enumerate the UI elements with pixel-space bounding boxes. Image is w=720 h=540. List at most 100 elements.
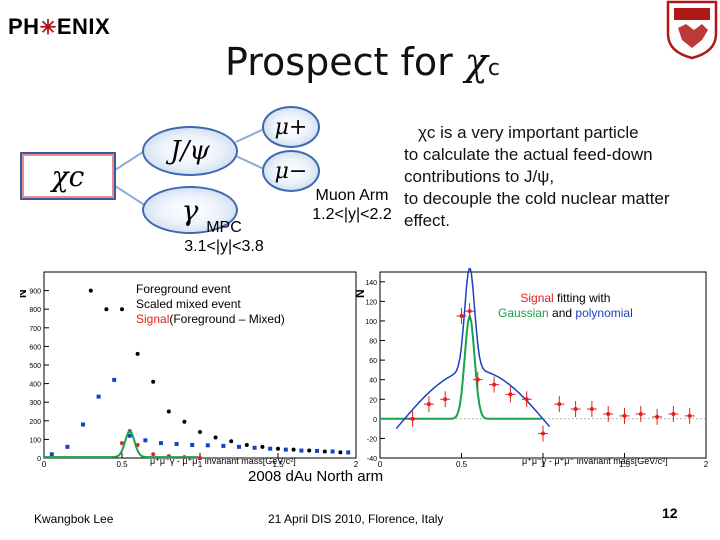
- rl-poly: polynomial: [575, 306, 633, 320]
- data-point: [127, 433, 132, 438]
- jpsi-label: J/ψ: [170, 136, 210, 166]
- y-tick-label: 900: [29, 289, 41, 296]
- data-point: [508, 392, 513, 397]
- desc-line-3: contributions to J/ψ,: [404, 167, 555, 186]
- x-tick-label: 0.5: [456, 460, 468, 468]
- x-tick-label: 1.5: [619, 460, 631, 468]
- data-point: [104, 307, 109, 312]
- y-tick-label: 60: [369, 358, 377, 365]
- data-point: [524, 397, 529, 402]
- x-tick-label: 0: [42, 460, 47, 468]
- description-text: χc is a very important particle to calcu…: [404, 122, 670, 232]
- mpc-note: MPC 3.1<|y|<3.8: [176, 218, 272, 256]
- left-plot: 0 100 200 300 400 500 600 700 800 900 0 0.5 1 1.5 2 N: [20, 271, 359, 468]
- page-number: 12: [662, 505, 678, 521]
- left-plot-legend: Foreground event Scaled mixed event Sign…: [136, 282, 285, 327]
- right-plot-xlabel: μ⁺μ⁻γ - μ⁺μ⁻ invariant mass[GeV/c²]: [522, 456, 668, 466]
- legend-mixed: Scaled mixed event: [136, 297, 241, 311]
- rl-fit: fitting with: [553, 291, 611, 305]
- footer-event: 21 April DIS 2010, Florence, Italy: [268, 512, 444, 526]
- y-tick-label: 100: [29, 437, 41, 444]
- x-tick-label: 2: [354, 460, 359, 468]
- data-point: [205, 443, 210, 448]
- title-sub: c: [487, 56, 500, 81]
- data-point: [151, 452, 156, 457]
- y-tick-label: 0: [373, 417, 377, 424]
- y-tick-label: -20: [367, 436, 377, 443]
- data-point: [190, 442, 195, 447]
- title-text: Prospect for: [225, 40, 465, 84]
- data-point: [467, 309, 472, 314]
- y-tick-label: 300: [29, 400, 41, 407]
- muplus-bubble: μ+: [262, 106, 320, 148]
- data-point: [268, 446, 273, 451]
- rl-signal: Signal: [520, 291, 554, 305]
- data-point: [143, 438, 148, 443]
- left-plot-ylabel: N: [20, 289, 29, 298]
- muminus-bubble: μ−: [262, 150, 320, 192]
- y-tick-label: 140: [365, 280, 377, 287]
- decay-arrows: [111, 127, 267, 207]
- data-point: [112, 377, 117, 382]
- data-point: [299, 448, 304, 453]
- left-plot-curves: [44, 429, 199, 459]
- x-tick-label: 1: [541, 460, 546, 468]
- y-tick-label: 600: [29, 344, 41, 351]
- data-point: [589, 407, 594, 412]
- desc-line-1: χc is a very important particle: [418, 123, 639, 142]
- data-point: [541, 431, 545, 436]
- data-point: [443, 397, 448, 402]
- y-tick-label: 200: [29, 419, 41, 426]
- y-tick-label: 500: [29, 363, 41, 370]
- data-point: [159, 441, 163, 446]
- muplus-label: μ+: [274, 114, 308, 140]
- data-point: [671, 411, 676, 416]
- data-point: [475, 377, 480, 382]
- desc-line-2: to calculate the actual feed-down: [404, 145, 653, 164]
- y-tick-label: 40: [369, 378, 377, 385]
- data-point: [65, 444, 70, 449]
- y-tick-label: 80: [369, 339, 377, 346]
- data-point: [655, 414, 660, 419]
- data-point: [315, 448, 319, 453]
- legend-signal-desc: (Foreground – Mixed): [169, 312, 285, 326]
- data-point: [49, 452, 54, 457]
- muminus-label: μ−: [274, 158, 308, 184]
- footer-author: Kwangbok Lee: [34, 512, 114, 526]
- y-tick-label: 120: [365, 299, 377, 306]
- data-point: [198, 456, 202, 460]
- data-point: [252, 445, 257, 450]
- desc-line-5: effect.: [404, 211, 450, 230]
- data-point: [606, 411, 611, 416]
- data-point: [346, 450, 351, 455]
- muon-arm-note: Muon Arm 1.2<|y|<2.2: [310, 186, 394, 224]
- plot-caption: 2008 dAu North arm: [248, 468, 384, 485]
- data-point: [166, 409, 171, 414]
- data-point: [283, 447, 288, 452]
- y-tick-label: -40: [367, 456, 377, 463]
- data-point: [622, 413, 627, 418]
- right-plot-ylabel: N: [353, 289, 367, 298]
- muon-arm-label: Muon Arm: [315, 187, 389, 204]
- gaussian-fit: [44, 429, 199, 459]
- data-point: [330, 449, 335, 454]
- right-legend-line1: Signal fitting with: [498, 291, 633, 306]
- logo-right-text: ENIX: [56, 14, 111, 39]
- data-point: [120, 307, 124, 312]
- data-point: [88, 288, 93, 293]
- logo-left-text: PH: [8, 14, 40, 39]
- data-point: [120, 441, 124, 446]
- x-tick-label: 2: [704, 460, 709, 468]
- right-plot-curves: [380, 268, 551, 430]
- data-point: [198, 429, 202, 434]
- right-legend-line2: Gaussian and polynomial: [498, 306, 633, 321]
- right-plot: -40 -20 0 20 40 60 80 100 120 140 0 0.5 1 1.5 2 N: [353, 268, 709, 468]
- phenix-logo: PH✳ENIX: [8, 14, 110, 40]
- logo-star-icon: ✳: [39, 17, 57, 39]
- right-plot-marks: [407, 303, 695, 442]
- legend-signal: Signal(Foreground – Mixed): [136, 312, 285, 327]
- x-tick-label: 0: [378, 460, 383, 468]
- data-point: [81, 422, 85, 427]
- right-plot-ticks: -40 -20 0 20 40 60 80 100 120 140 0 0.5 1 1.5 2: [365, 280, 708, 468]
- data-point: [307, 448, 312, 453]
